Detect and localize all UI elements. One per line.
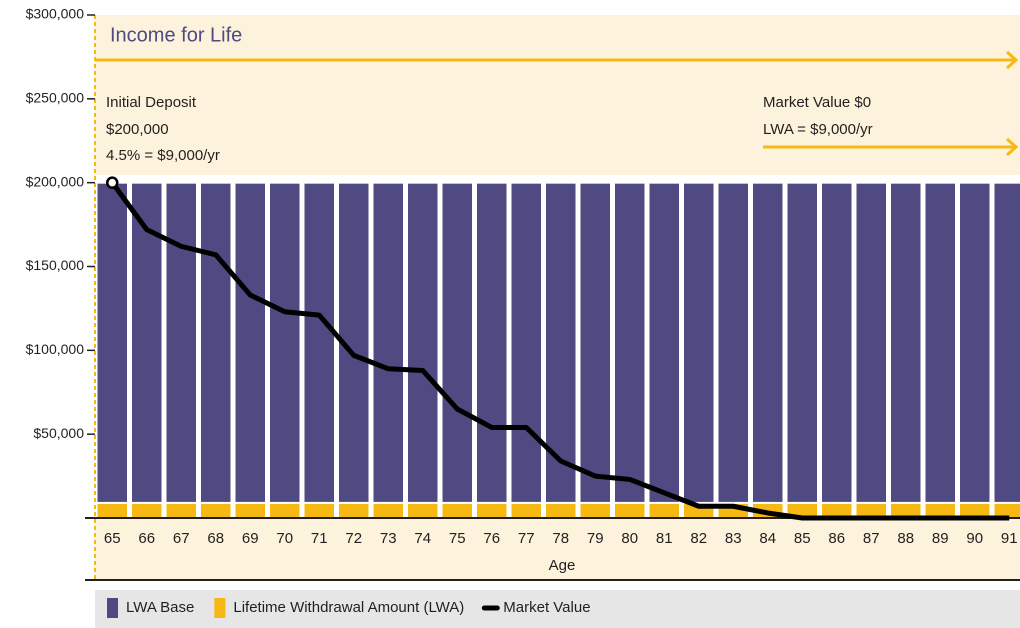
- x-tick-label: 72: [345, 530, 362, 547]
- bar: [509, 181, 543, 520]
- bar: [406, 501, 440, 520]
- bar: [440, 181, 474, 520]
- bar: [371, 501, 405, 520]
- start-marker: [106, 176, 119, 189]
- legend-swatch: [214, 598, 226, 618]
- x-tick-label: 89: [932, 530, 949, 547]
- x-tick-label: 76: [483, 530, 500, 547]
- bar: [716, 181, 750, 520]
- bar: [475, 501, 509, 520]
- x-axis-label: Age: [549, 557, 576, 574]
- x-tick-label: 85: [794, 530, 811, 547]
- y-tick-label: $100,000: [26, 341, 85, 357]
- x-tick-label: 79: [587, 530, 604, 547]
- line: [110, 181, 1010, 521]
- header-title: Income for Life: [110, 24, 242, 46]
- legend-swatch: [107, 598, 118, 618]
- arrow-head: [1006, 50, 1019, 70]
- x-tick-label: 84: [759, 530, 776, 547]
- bar: [785, 181, 819, 520]
- x-tick-label: 65: [104, 530, 121, 547]
- bar: [509, 501, 543, 520]
- bar: [889, 181, 923, 520]
- x-tick-label: 73: [380, 530, 397, 547]
- x-tick-label: 80: [621, 530, 638, 547]
- legend-background: [95, 590, 1020, 628]
- x-tick-label: 82: [690, 530, 707, 547]
- bar: [440, 501, 474, 520]
- y-tick-label: $200,000: [26, 173, 85, 189]
- annotation: Market Value $0: [763, 94, 871, 111]
- y-tick-label: $50,000: [33, 425, 84, 441]
- annotation: Initial Deposit: [106, 94, 197, 111]
- bar: [337, 181, 371, 520]
- x-tick-label: 88: [897, 530, 914, 547]
- x-tick-label: 74: [414, 530, 431, 547]
- x-tick-label: 78: [552, 530, 569, 547]
- legend-label: LWA Base: [126, 599, 194, 616]
- bar: [95, 181, 129, 520]
- bar: [130, 181, 164, 520]
- x-tick-label: 71: [311, 530, 328, 547]
- x-tick-label: 77: [518, 530, 535, 547]
- bar: [992, 181, 1020, 520]
- bar: [647, 181, 681, 520]
- x-tick-label: 67: [173, 530, 190, 547]
- bar: [751, 181, 785, 520]
- bar: [578, 501, 612, 520]
- bars: [95, 181, 1020, 520]
- legend-label: Lifetime Withdrawal Amount (LWA): [233, 599, 464, 616]
- bar: [302, 181, 336, 520]
- x-tick-label: 83: [725, 530, 742, 547]
- annotation: LWA = $9,000/yr: [763, 121, 873, 138]
- bar: [164, 501, 198, 520]
- annotation: $200,000: [106, 121, 169, 138]
- x-tick-label: 91: [1001, 530, 1018, 547]
- x-tick-label: 81: [656, 530, 673, 547]
- annotation: 4.5% = $9,000/yr: [106, 147, 220, 164]
- bar: [820, 181, 854, 520]
- bar: [578, 181, 612, 520]
- arrow-head: [1006, 137, 1019, 157]
- x-tick-label: 75: [449, 530, 466, 547]
- x-tick-label: 86: [828, 530, 845, 547]
- bar: [613, 501, 647, 520]
- x-tick-label: 87: [863, 530, 880, 547]
- y-tick-label: $300,000: [26, 6, 85, 22]
- bar: [233, 181, 267, 520]
- x-tick-label: 68: [207, 530, 224, 547]
- bar: [95, 501, 129, 520]
- bar: [923, 181, 957, 520]
- bar: [647, 501, 681, 520]
- y-tick-label: $250,000: [26, 90, 85, 106]
- bar: [199, 181, 233, 520]
- x-tick-label: 66: [138, 530, 155, 547]
- x-tick-label: 90: [966, 530, 983, 547]
- bar: [302, 501, 336, 520]
- bar: [130, 501, 164, 520]
- bar: [406, 181, 440, 520]
- bar: [268, 501, 302, 520]
- bar: [337, 501, 371, 520]
- bar: [682, 181, 716, 520]
- bar: [475, 181, 509, 520]
- bar: [544, 501, 578, 520]
- bar: [371, 181, 405, 520]
- bar: [613, 181, 647, 520]
- bar: [854, 181, 888, 520]
- y-tick-label: $150,000: [26, 257, 85, 273]
- legend-label: Market Value: [503, 599, 590, 616]
- bar: [233, 501, 267, 520]
- bar: [164, 181, 198, 520]
- bar: [199, 501, 233, 520]
- bar: [958, 181, 992, 520]
- bar: [268, 181, 302, 520]
- x-tick-label: 69: [242, 530, 259, 547]
- x-tick-label: 70: [276, 530, 293, 547]
